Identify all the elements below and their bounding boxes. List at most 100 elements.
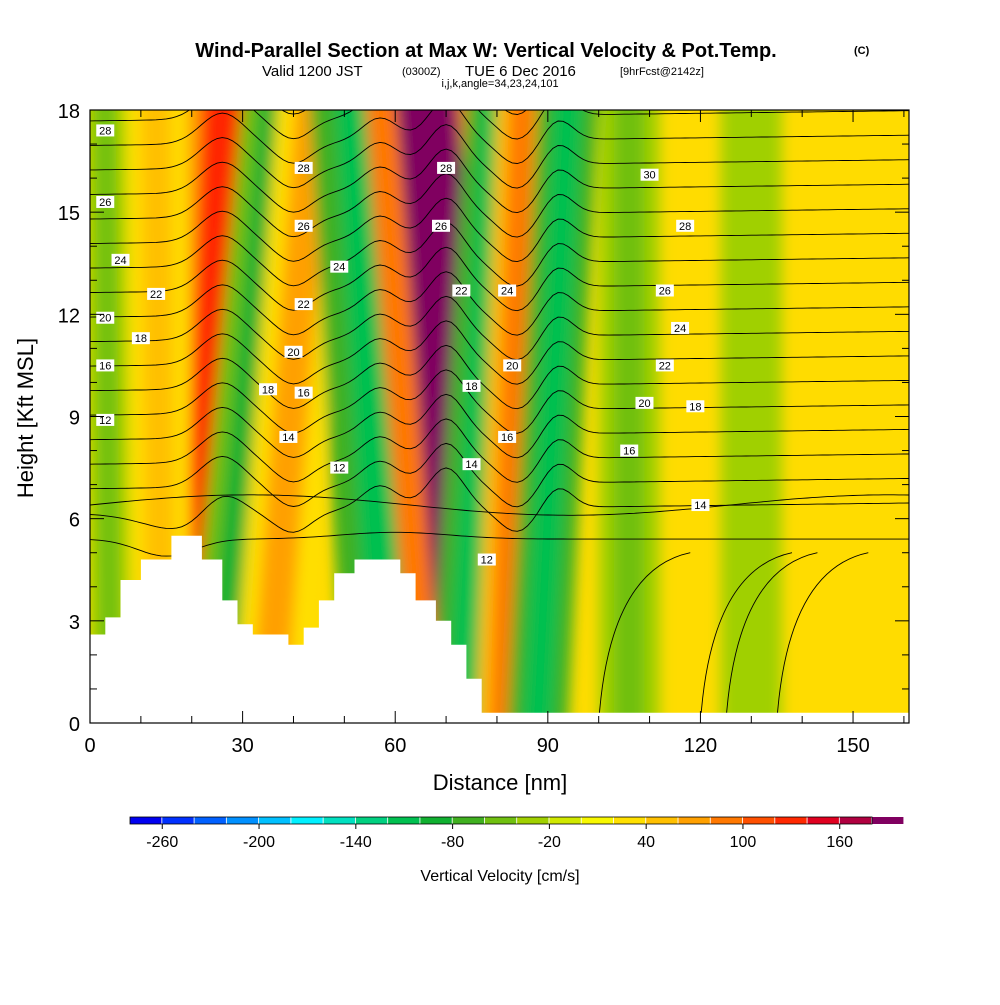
contour-label-text: 22 bbox=[150, 289, 162, 301]
contour-label-text: 28 bbox=[440, 163, 452, 175]
contour-labels: 28 26 24 22 20 18 16 12 28 26 24 22 20 18 16 14 12 28 26 22… bbox=[96, 124, 710, 567]
contour-label-bg bbox=[503, 359, 522, 372]
contour-label-text: 26 bbox=[99, 197, 111, 209]
contour-label-bg bbox=[96, 124, 115, 137]
contour-label-text: 28 bbox=[99, 125, 111, 137]
contour-label-bg bbox=[691, 499, 710, 512]
contour-label-text: 24 bbox=[674, 323, 686, 335]
x-tick-label: 150 bbox=[836, 735, 869, 757]
contour-label-bg bbox=[498, 430, 517, 443]
contour-label-text: 28 bbox=[679, 221, 691, 233]
contour-label-bg bbox=[620, 444, 639, 457]
chart-title: Wind-Parallel Section at Max W: Vertical… bbox=[195, 40, 776, 62]
contour-label-bg bbox=[635, 396, 654, 409]
contour-label: 12 bbox=[477, 553, 496, 567]
contour-label-text: 14 bbox=[282, 432, 294, 444]
contour-label-text: 20 bbox=[638, 398, 650, 410]
contour-label: 20 bbox=[503, 359, 522, 372]
terrain bbox=[90, 535, 909, 723]
x-axis: 0 30 60 90 120 150 bbox=[84, 110, 905, 757]
contour-label-bg bbox=[462, 458, 481, 471]
theta-contour-line bbox=[699, 552, 793, 723]
y-tick-label: 6 bbox=[69, 510, 80, 532]
contour-label: 28 bbox=[294, 161, 313, 175]
contour-label-text: 14 bbox=[694, 500, 706, 512]
colorbar-tick-label: -140 bbox=[340, 834, 372, 851]
contour-label-bg bbox=[147, 287, 166, 300]
contour-label-bg bbox=[640, 168, 659, 181]
contour-label: 18 bbox=[259, 383, 278, 396]
contour-label-bg bbox=[676, 219, 695, 232]
contour-label-text: 28 bbox=[298, 163, 310, 175]
contour-label: 16 bbox=[498, 430, 517, 444]
contour-label-text: 22 bbox=[659, 360, 671, 372]
theta-contour-line bbox=[90, 531, 909, 557]
contour-label: 30 bbox=[640, 168, 659, 182]
contour-label-text: 16 bbox=[623, 446, 635, 458]
colorbar-swatch bbox=[259, 817, 291, 824]
colorbar-swatch bbox=[839, 817, 872, 824]
contour-label-bg bbox=[131, 332, 150, 345]
colorbar-swatch bbox=[291, 817, 323, 824]
contour-label-text: 24 bbox=[501, 285, 513, 297]
contour-label-text: 20 bbox=[287, 347, 299, 359]
contour-label-text: 18 bbox=[689, 401, 701, 413]
colorbar-swatch bbox=[742, 817, 775, 824]
contour-label: 14 bbox=[279, 430, 298, 444]
colorbar-swatch bbox=[517, 817, 549, 824]
contour-label-bg bbox=[452, 284, 471, 297]
colorbar-swatch bbox=[581, 817, 614, 824]
contour-label-bg bbox=[432, 219, 450, 232]
colorbar-swatch bbox=[549, 817, 581, 824]
indices-subtitle: i,j,k,angle=34,23,24,101 bbox=[441, 78, 558, 90]
contour-label: 12 bbox=[96, 413, 115, 427]
colorbar-label: Vertical Velocity [cm/s] bbox=[420, 868, 579, 885]
contour-label: 16 bbox=[294, 386, 313, 400]
theta-contour-line bbox=[90, 222, 909, 287]
contour-label-text: 16 bbox=[501, 432, 513, 444]
contour-label: 26 bbox=[432, 219, 450, 233]
contour-label-bg bbox=[686, 400, 705, 413]
theta-contour-line bbox=[90, 418, 909, 483]
y-axis-label: Height [Kft MSL] bbox=[13, 338, 38, 498]
contour-label-bg bbox=[294, 161, 313, 174]
colorbar: -260 -200 -140 -80 -20 40 100 160 bbox=[129, 816, 904, 851]
contour-label-bg bbox=[462, 379, 481, 392]
contour-label: 20 bbox=[635, 396, 654, 410]
contour-label-text: 30 bbox=[643, 170, 655, 182]
colorbar-tick-label: 160 bbox=[826, 834, 853, 851]
theta-contour-line bbox=[90, 467, 909, 533]
contour-label: 24 bbox=[498, 284, 517, 297]
theta-contour-line bbox=[776, 552, 869, 723]
colorbar-swatch bbox=[646, 817, 678, 824]
y-tick-label: 12 bbox=[58, 305, 80, 327]
colorbar-swatch bbox=[484, 817, 517, 824]
velocity-band-core bbox=[522, 110, 583, 723]
contour-label: 28 bbox=[676, 219, 695, 233]
contour-label: 24 bbox=[111, 253, 130, 267]
forecast-tag: [9hrFcst@2142z] bbox=[620, 66, 704, 78]
colorbar-swatch bbox=[162, 817, 194, 824]
x-tick-label: 120 bbox=[684, 735, 717, 757]
contour-label: 26 bbox=[294, 219, 313, 233]
contour-label-text: 12 bbox=[481, 555, 493, 567]
colorbar-swatch bbox=[678, 817, 710, 824]
theta-contour-line bbox=[90, 295, 909, 361]
colorbar-tick-label: -20 bbox=[538, 834, 561, 851]
contour-label-text: 24 bbox=[333, 262, 345, 274]
theta-contour-line bbox=[90, 110, 909, 164]
contour-label-text: 20 bbox=[99, 313, 111, 325]
contour-label-bg bbox=[330, 461, 349, 474]
y-tick-label: 18 bbox=[58, 101, 80, 123]
colorbar-swatch bbox=[388, 817, 420, 824]
contour-label: 22 bbox=[452, 284, 471, 297]
x-axis-label: Distance [nm] bbox=[433, 770, 568, 795]
colorbar-swatch bbox=[872, 817, 904, 824]
contour-label: 14 bbox=[462, 458, 481, 471]
contour-label-text: 14 bbox=[465, 459, 477, 471]
contour-label: 24 bbox=[330, 260, 349, 274]
contour-label-text: 22 bbox=[455, 285, 467, 297]
contour-label-text: 18 bbox=[262, 384, 274, 396]
theta-contour-line bbox=[725, 552, 818, 723]
contour-label-bg bbox=[259, 383, 278, 396]
